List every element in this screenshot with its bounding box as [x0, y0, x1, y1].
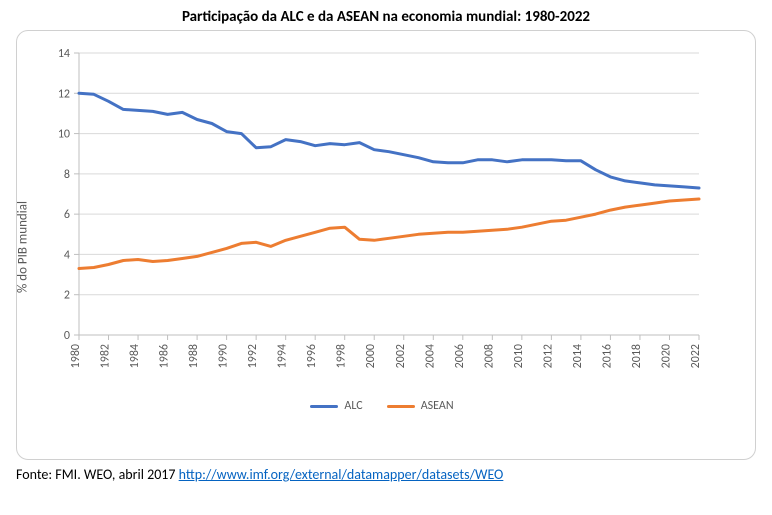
legend-swatch: [310, 405, 338, 408]
y-axis-label: % do PIB mundial: [16, 201, 31, 293]
source-line: Fonte: FMI. WEO, abril 2017 http://www.i…: [0, 460, 772, 483]
legend-item-asean: ASEAN: [387, 399, 454, 413]
x-tick-label: 2006: [453, 344, 467, 368]
x-tick-label: 2012: [541, 344, 555, 368]
x-tick-label: 1994: [276, 344, 290, 368]
x-tick-label: 2020: [659, 344, 673, 368]
y-tick-label: 8: [64, 168, 70, 182]
legend-label: ASEAN: [421, 399, 454, 413]
x-tick-label: 1980: [69, 344, 83, 368]
y-tick-label: 10: [58, 128, 70, 142]
x-tick-label: 2002: [394, 344, 408, 368]
y-tick-label: 0: [64, 329, 70, 343]
legend-label: ALC: [344, 399, 362, 413]
x-tick-label: 1988: [187, 344, 201, 368]
y-tick-label: 4: [64, 248, 70, 262]
legend: ALC ASEAN: [29, 393, 735, 413]
x-tick-label: 1984: [128, 344, 142, 368]
x-tick-label: 1986: [158, 344, 172, 368]
y-tick-label: 12: [58, 87, 70, 101]
y-tick-label: 14: [58, 47, 70, 61]
chart-title: Participação da ALC e da ASEAN na econom…: [0, 0, 772, 30]
series-line-asean: [79, 199, 699, 269]
x-tick-label: 1998: [335, 344, 349, 368]
y-tick-label: 6: [64, 208, 70, 222]
x-tick-label: 2016: [600, 344, 614, 368]
legend-item-alc: ALC: [310, 399, 362, 413]
source-link[interactable]: http://www.imf.org/external/datamapper/d…: [179, 466, 504, 483]
x-tick-label: 2014: [571, 344, 585, 368]
chart-svg: 0 2 4 6 8 10 12 14 1980 1982 1984 1986 1988 1990 1992 1…: [29, 43, 709, 393]
x-tick-label: 2022: [689, 344, 703, 368]
x-tick-label: 2010: [512, 344, 526, 368]
chart-frame: % do PIB mundial 0 2 4 6 8 10 12 14 1980 1982 1984…: [16, 30, 756, 460]
legend-swatch: [387, 405, 415, 408]
source-prefix: Fonte: FMI. WEO, abril 2017: [16, 466, 179, 483]
x-tick-label: 1990: [217, 344, 231, 368]
y-tick-label: 2: [64, 289, 70, 303]
plot-area: % do PIB mundial 02468101214198019821984…: [29, 43, 735, 451]
x-tick-label: 1992: [246, 344, 260, 368]
x-tick-label: 1982: [99, 344, 113, 368]
x-tick-label: 1996: [305, 344, 319, 368]
x-tick-label: 2000: [364, 344, 378, 368]
x-tick-label: 2004: [423, 344, 437, 368]
x-tick-label: 2008: [482, 344, 496, 368]
x-tick-label: 2018: [630, 344, 644, 368]
